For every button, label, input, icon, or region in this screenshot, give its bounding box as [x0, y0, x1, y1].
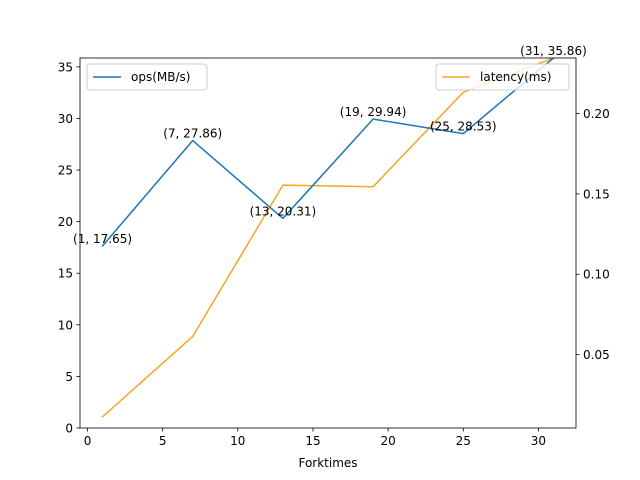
- y-left-tick-label: 15: [58, 267, 73, 281]
- data-labels-layer: (1, 17.65) (7, 27.86) (13, 20.31) (19, 29.9…: [73, 44, 587, 246]
- legend-right-label: latency(ms): [480, 70, 551, 84]
- x-tick-label: 15: [305, 434, 320, 448]
- data-label: (31, 35.86): [520, 44, 587, 58]
- data-label: (7, 27.86): [163, 127, 222, 141]
- y-right-tick-label: 0.20: [583, 107, 610, 121]
- data-label: (25, 28.53): [430, 120, 497, 134]
- y-right-tick-label: 0.10: [583, 268, 610, 282]
- x-tick-label: 5: [159, 434, 167, 448]
- data-label: (19, 29.94): [340, 105, 407, 119]
- y-left-tick-label: 35: [58, 60, 73, 74]
- data-label: (1, 17.65): [73, 232, 132, 246]
- y-left-tick-label: 5: [65, 370, 73, 384]
- legend-right-frame: [435, 63, 570, 91]
- x-tick-label: 25: [456, 434, 471, 448]
- legend-left-label: ops(MB/s): [131, 70, 190, 84]
- axes-layer: 0 5 10 15 20 25 30 0 5 10 15 20 25 30 35 0.05 0.10 0.15 0.…: [58, 57, 610, 448]
- x-tick-label: 20: [380, 434, 395, 448]
- y-right-tick-label: 0.15: [583, 187, 610, 201]
- plot-frame: [79, 57, 577, 429]
- y-left-tick-label: 30: [58, 112, 73, 126]
- x-tick-label: 0: [84, 434, 92, 448]
- x-axis-label: Forktimes: [298, 456, 357, 470]
- legend-right: latency(ms): [435, 63, 570, 91]
- y-right-tick-label: 0.05: [583, 348, 610, 362]
- y-left-tick-label: 25: [58, 164, 73, 178]
- series-line-ops: [101, 58, 555, 247]
- legend-left: ops(MB/s): [86, 63, 208, 91]
- y-left-tick-label: 0: [65, 422, 73, 436]
- y-left-tick-label: 10: [58, 318, 73, 332]
- y-left-tick-label: 20: [58, 215, 73, 229]
- legend-left-frame: [86, 63, 208, 91]
- x-tick-label: 10: [230, 434, 245, 448]
- x-tick-label: 30: [531, 434, 546, 448]
- data-label: (13, 20.31): [250, 204, 317, 218]
